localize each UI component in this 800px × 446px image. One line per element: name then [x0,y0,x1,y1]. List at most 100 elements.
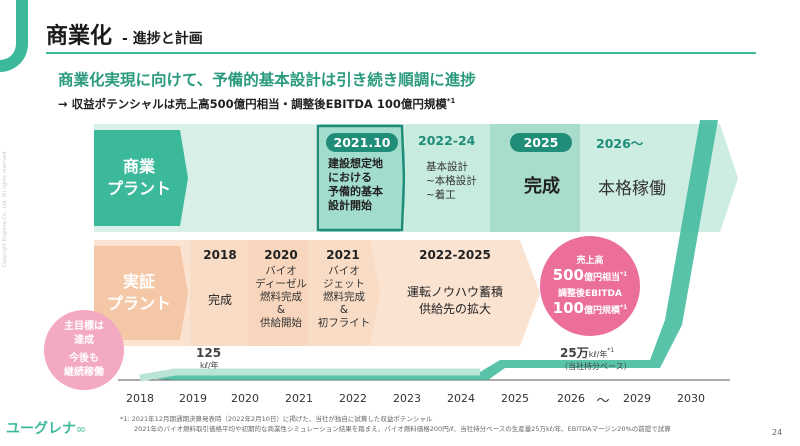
revenue-value: 500億円相当*1 [552,265,628,285]
capacity-right-value: 25万 [560,346,589,360]
year-label: 2022 [339,392,367,405]
year-label: 2030 [677,392,705,405]
demo-2020-line: 燃料完成 [260,291,302,303]
year-label: 2018 [126,392,154,405]
phase-2026-text: 本格稼働 [598,179,666,199]
demo-2020-text: バイオ ディーゼル 燃料完成 & 供給開始 [250,265,312,330]
commercial-label: 商業 プラント [94,130,184,226]
phase-2026-year: 2026〜 [596,136,644,151]
headline: 商業化実現に向けて、予備的基本設計は引き続き順調に進捗 [58,71,476,89]
demo-2020-line: & [276,304,286,316]
subline-note: *1 [446,97,456,106]
demo-label-2: プラント [106,294,171,313]
footnote: *1: 2021年12月期通期決算発表時（2022年2月10日）に掲げた、当社が… [120,414,671,434]
capacity-left: 125 kℓ/年 [196,346,221,371]
capacity-left-unit: kℓ/年 [200,361,219,370]
ebitda-label: 調整後EBITDA [558,288,622,299]
demo-2020-line: ディーゼル [255,278,307,290]
subline-text: → 収益ポテンシャルは売上高500億円相当・調整後EBITDA 100億円規模 [58,97,447,111]
demo-2018-text: 完成 [207,293,232,307]
year-label: 2020 [231,392,259,405]
demo-2022-line: 運転ノウハウ蓄積 [406,285,503,299]
page-number: 24 [772,428,783,437]
phase-2025-text: 完成 [524,176,560,197]
capacity-left-value: 125 [196,346,222,360]
revenue-unit: 億円相当 [583,272,620,283]
phase-2022-line: ~本格設計 [426,175,477,187]
capacity-right: 25万kℓ/年*1 （当社持分ベース） [560,344,632,372]
circle-left-line: 主目標は [64,321,104,332]
circle-left-line: 継続稼働 [64,367,104,378]
year-label: 2019 [179,392,207,405]
ebitda-value: 100億円規模*1 [552,298,628,318]
demo-2020-line: 供給開始 [260,317,302,329]
circle-left-line: 達成 [74,335,94,346]
revenue-number: 500 [552,265,584,284]
demo-2020-line: バイオ [265,265,297,277]
demo-2021-line: 燃料完成 [323,291,365,303]
phase-2022-line: 基本設計 [426,161,468,173]
year-label: 2021 [285,392,313,405]
demo-2022-text: 運転ノウハウ蓄積 供給先の拡大 [390,284,520,318]
year-label: 2023 [393,392,421,405]
demo-2021-year: 2021 [326,248,360,262]
phase-2022-bg [405,124,500,232]
demo-2022-year: 2022-2025 [419,248,491,262]
revenue-note: *1 [620,270,628,278]
demo-label-1: 実証 [122,272,155,291]
phase-2025-year: 2025 [510,133,572,152]
phase-2021-line: 予備的基本 [328,185,383,198]
status-circle-left: 主目標は 達成 今後も 継続稼働 [44,310,124,390]
growth-base-line [139,368,480,382]
demo-2022-line: 供給先の拡大 [418,302,491,316]
growth-curve [140,120,718,380]
logo-text: ユーグレナ [6,421,76,437]
logo-mark-icon: ∞ [76,422,86,436]
phase-2021-line: 設計開始 [328,199,372,212]
ebitda-number: 100 [552,298,584,317]
title-sub: - 進捗と計画 [122,31,203,47]
corner-decoration-inner [0,0,16,60]
footnote-line: 2021年のバイオ燃料取引価格平均や初期的な商業性シミュレーション結果を踏まえ、… [134,425,671,433]
capacity-right-unit: kℓ/年 [588,350,608,359]
phase-2022-year: 2022-24 [418,133,476,148]
year-label: 2024 [447,392,475,405]
demo-2021-text: バイオ ジェット 燃料完成 & 初フライト [312,265,376,330]
demo-2021-line: バイオ [328,265,360,277]
subline: → 収益ポテンシャルは売上高500億円相当・調整後EBITDA 100億円規模*… [58,96,455,112]
phase-2022-text: 基本設計 ~本格設計 ~着工 [426,160,500,202]
demo-2021-bg [308,240,380,346]
year-label: 2025 [501,392,529,405]
demo-label: 実証 プラント [94,246,184,340]
title-rule [46,52,756,54]
footnote-line: *1: 2021年12月期通期決算発表時（2022年2月10日）に掲げた、当社が… [120,415,433,423]
commercial-label-bg [94,130,188,226]
demo-label-bg [94,246,188,340]
ebitda-note: *1 [620,303,628,311]
phase-2021-border [316,124,406,232]
title-main: 商業化 [46,24,113,49]
demo-2021-line: ジェット [323,278,365,290]
year-label: 〜 [596,394,610,409]
phase-2021-line: 建設想定地 [328,157,383,170]
phase-2021-text: 建設想定地 における 予備的基本 設計開始 [328,157,400,213]
demo-2021-line: 初フライト [317,317,371,329]
revenue-circle: 売上高 500億円相当*1 調整後EBITDA 100億円規模*1 [540,236,640,336]
capacity-right-note: *1 [607,347,615,354]
year-label: 2026 [557,392,585,405]
demo-2018-year: 2018 [203,248,237,262]
demo-2020-bg [248,240,318,346]
page-title: 商業化 - 進捗と計画 [46,18,203,50]
demo-2020-year: 2020 [264,248,298,262]
year-label: 2029 [623,392,651,405]
revenue-label: 売上高 [576,255,604,266]
phase-2021-line: における [328,171,372,184]
commercial-label-1: 商業 [122,157,155,176]
phase-2022-line: ~着工 [426,189,456,201]
commercial-label-2: プラント [106,179,171,198]
logo: ユーグレナ∞ [6,418,86,438]
ebitda-unit: 億円規模 [583,305,620,316]
demo-2018-bg [190,240,258,346]
capacity-right-sub: （当社持分ベース） [560,362,632,371]
phase-2021-year: 2021.10 [326,133,398,152]
